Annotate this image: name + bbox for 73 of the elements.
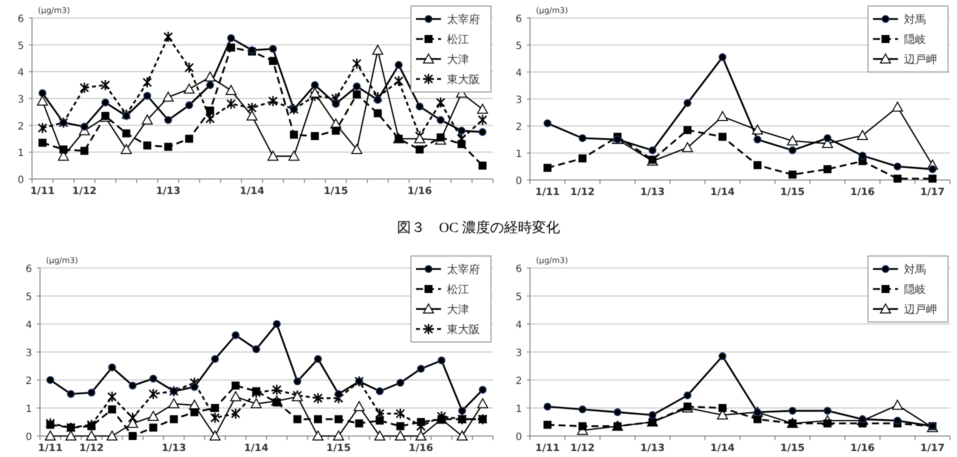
y-tick-label: 6 <box>18 14 24 25</box>
y-tick-label: 5 <box>516 41 522 52</box>
y-tick-label: 1 <box>18 148 24 160</box>
x-tick-label: 1/14 <box>244 443 269 454</box>
y-tick-label: 2 <box>26 376 32 387</box>
y-axis-title: (μg/m3) <box>536 6 568 15</box>
x-tick-label: 1/13 <box>640 187 665 198</box>
x-tick-label: 1/11 <box>38 443 63 454</box>
y-tick-label: 2 <box>516 122 522 133</box>
legend-label: 隠岐 <box>904 283 926 296</box>
legend-label: 松江 <box>447 33 469 46</box>
x-tick-label: 1/13 <box>640 443 665 454</box>
y-tick-label: 3 <box>516 95 522 106</box>
y-tick-label: 1 <box>516 404 522 415</box>
x-tick-label: 1/13 <box>162 443 186 454</box>
legend-label: 対馬 <box>904 13 926 26</box>
y-tick-label: 6 <box>516 264 522 275</box>
y-tick-label: 6 <box>26 264 32 275</box>
x-tick-label: 1/12 <box>570 443 595 454</box>
x-tick-label: 1/14 <box>710 187 735 198</box>
x-tick-label: 1/15 <box>780 187 805 198</box>
x-tick-label: 1/12 <box>79 443 104 454</box>
y-tick-label: 3 <box>18 94 24 106</box>
legend-label: 東大阪 <box>447 323 480 336</box>
caption: 図３ OC 濃度の経時変化 <box>397 220 560 236</box>
y-tick-label: 0 <box>18 175 24 186</box>
x-tick-label: 1/16 <box>850 187 875 198</box>
y-tick-label: 1 <box>516 149 522 160</box>
legend-label: 辺戸岬 <box>904 53 937 66</box>
y-tick-label: 3 <box>26 348 32 359</box>
y-tick-label: 4 <box>516 320 522 331</box>
y-axis-title: (μg/m3) <box>38 6 70 15</box>
x-tick-label: 1/11 <box>535 187 560 198</box>
legend-label: 太宰府 <box>447 13 480 26</box>
x-tick-label: 1/15 <box>324 186 348 197</box>
y-tick-label: 0 <box>26 432 32 443</box>
y-tick-label: 5 <box>18 40 24 52</box>
x-tick-label: 1/16 <box>408 443 434 454</box>
x-tick-label: 1/13 <box>156 186 181 197</box>
x-tick-label: 1/12 <box>570 187 595 198</box>
y-tick-label: 2 <box>18 121 24 132</box>
y-tick-label: 5 <box>26 292 32 303</box>
y-tick-label: 6 <box>516 14 522 25</box>
y-axis-title: (μg/m3) <box>46 256 78 265</box>
legend-label: 大津 <box>447 303 469 316</box>
x-tick-label: 1/14 <box>240 186 264 197</box>
y-tick-label: 3 <box>516 348 522 359</box>
legend-label: 辺戸岬 <box>904 303 937 316</box>
y-tick-label: 4 <box>516 68 522 79</box>
x-tick-label: 1/16 <box>850 443 875 454</box>
y-tick-label: 0 <box>516 176 522 187</box>
x-tick-label: 1/17 <box>920 443 945 454</box>
legend-label: 対馬 <box>904 263 926 276</box>
legend-label: 東大阪 <box>447 73 480 86</box>
x-tick-label: 1/11 <box>30 186 55 197</box>
y-tick-label: 5 <box>516 292 522 303</box>
y-tick-label: 4 <box>18 68 24 79</box>
x-tick-label: 1/12 <box>72 186 97 197</box>
y-tick-label: 0 <box>516 432 522 443</box>
y-tick-label: 4 <box>26 320 32 331</box>
x-tick-label: 1/17 <box>920 187 945 198</box>
y-tick-label: 2 <box>516 376 522 387</box>
legend-label: 太宰府 <box>447 263 480 276</box>
legend-label: 松江 <box>447 283 469 296</box>
y-tick-label: 1 <box>26 404 32 415</box>
x-tick-label: 1/16 <box>407 186 432 197</box>
legend-label: 隠岐 <box>904 33 926 46</box>
legend-label: 大津 <box>447 53 469 66</box>
x-tick-label: 1/15 <box>780 443 805 454</box>
x-tick-label: 1/11 <box>535 443 560 454</box>
x-tick-label: 1/14 <box>710 443 735 454</box>
y-axis-title: (μg/m3) <box>536 256 568 265</box>
x-tick-label: 1/15 <box>326 443 351 454</box>
